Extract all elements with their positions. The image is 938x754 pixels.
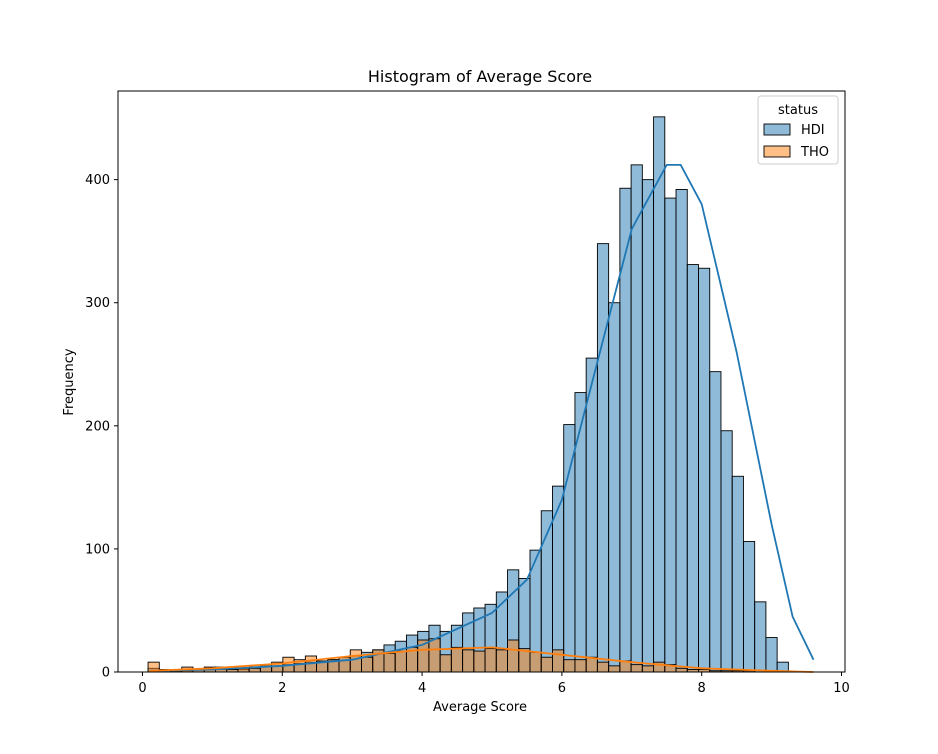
legend-title: status [778, 103, 818, 118]
bar-tho [574, 659, 587, 673]
kde-line-tho [149, 646, 814, 673]
chart-title: Histogram of Average Score [368, 67, 592, 86]
bar-tho [316, 661, 329, 673]
bar-hdi [731, 475, 744, 673]
bar-hdi [754, 601, 767, 673]
bar-tho [608, 665, 621, 673]
bar-hdi [675, 189, 688, 673]
bar-hdi [686, 264, 699, 673]
bar-tho [439, 654, 452, 673]
bar-tho [349, 649, 362, 673]
axes-frame [117, 90, 846, 673]
y-axis-label: Frequency [62, 348, 77, 415]
bar-tho [529, 651, 542, 673]
bar-tho [428, 638, 441, 673]
legend-swatch-tho [763, 145, 791, 158]
bar-tho [675, 667, 688, 673]
bar-tho [473, 650, 486, 673]
x-axis-label: Average Score [433, 700, 527, 715]
bar-tho [394, 650, 407, 673]
y-tick-label: 200 [85, 419, 110, 434]
bar-tho [361, 656, 374, 673]
bar-tho [484, 648, 497, 673]
bar-hdi [664, 197, 677, 673]
bar-hdi [608, 302, 621, 673]
y-tick-label: 400 [85, 173, 110, 188]
y-tick-label: 100 [85, 542, 110, 557]
bar-hdi [765, 637, 778, 673]
y-axis: 0 100 200 300 400 [85, 173, 118, 681]
x-tick-label: 2 [278, 681, 286, 696]
x-tick-label: 8 [698, 681, 706, 696]
legend-swatch-hdi [763, 123, 791, 136]
bar-hdi [698, 267, 711, 673]
legend-label-hdi: HDI [801, 123, 825, 138]
x-tick-label: 4 [418, 681, 426, 696]
legend: status HDI THO [757, 95, 839, 165]
bar-hdi [653, 116, 666, 673]
bar-tho [383, 653, 396, 673]
bar-hdi [574, 392, 587, 673]
bar-hdi [552, 485, 565, 673]
x-tick-label: 6 [558, 681, 566, 696]
bar-tho [495, 649, 508, 673]
y-tick-label: 0 [102, 666, 110, 681]
bar-tho [630, 664, 643, 673]
bar-tho [540, 656, 553, 673]
kde-line-hdi [149, 164, 815, 672]
bar-hdi [742, 541, 756, 673]
bar-tho [450, 646, 464, 673]
bar-tho [248, 667, 261, 673]
bar-tho [507, 639, 520, 673]
bar-hdi [563, 424, 576, 673]
bar-tho [462, 649, 475, 673]
bar-hdi [709, 371, 722, 673]
bar-tho [585, 656, 598, 673]
legend-label-tho: THO [800, 145, 829, 160]
bar-tho [596, 661, 610, 673]
x-tick-label: 0 [138, 681, 146, 696]
bar-hdi [585, 357, 598, 673]
bar-hdi [619, 187, 632, 673]
bar-hdi [720, 430, 733, 673]
bar-hdi [641, 179, 655, 673]
x-axis: 0 2 4 6 8 10 [138, 672, 850, 696]
bar-tho [563, 659, 576, 673]
bar-hdi [596, 243, 610, 673]
bar-hdi [630, 164, 643, 673]
x-tick-label: 10 [833, 681, 850, 696]
bar-tho [641, 665, 655, 673]
y-tick-label: 300 [85, 296, 110, 311]
